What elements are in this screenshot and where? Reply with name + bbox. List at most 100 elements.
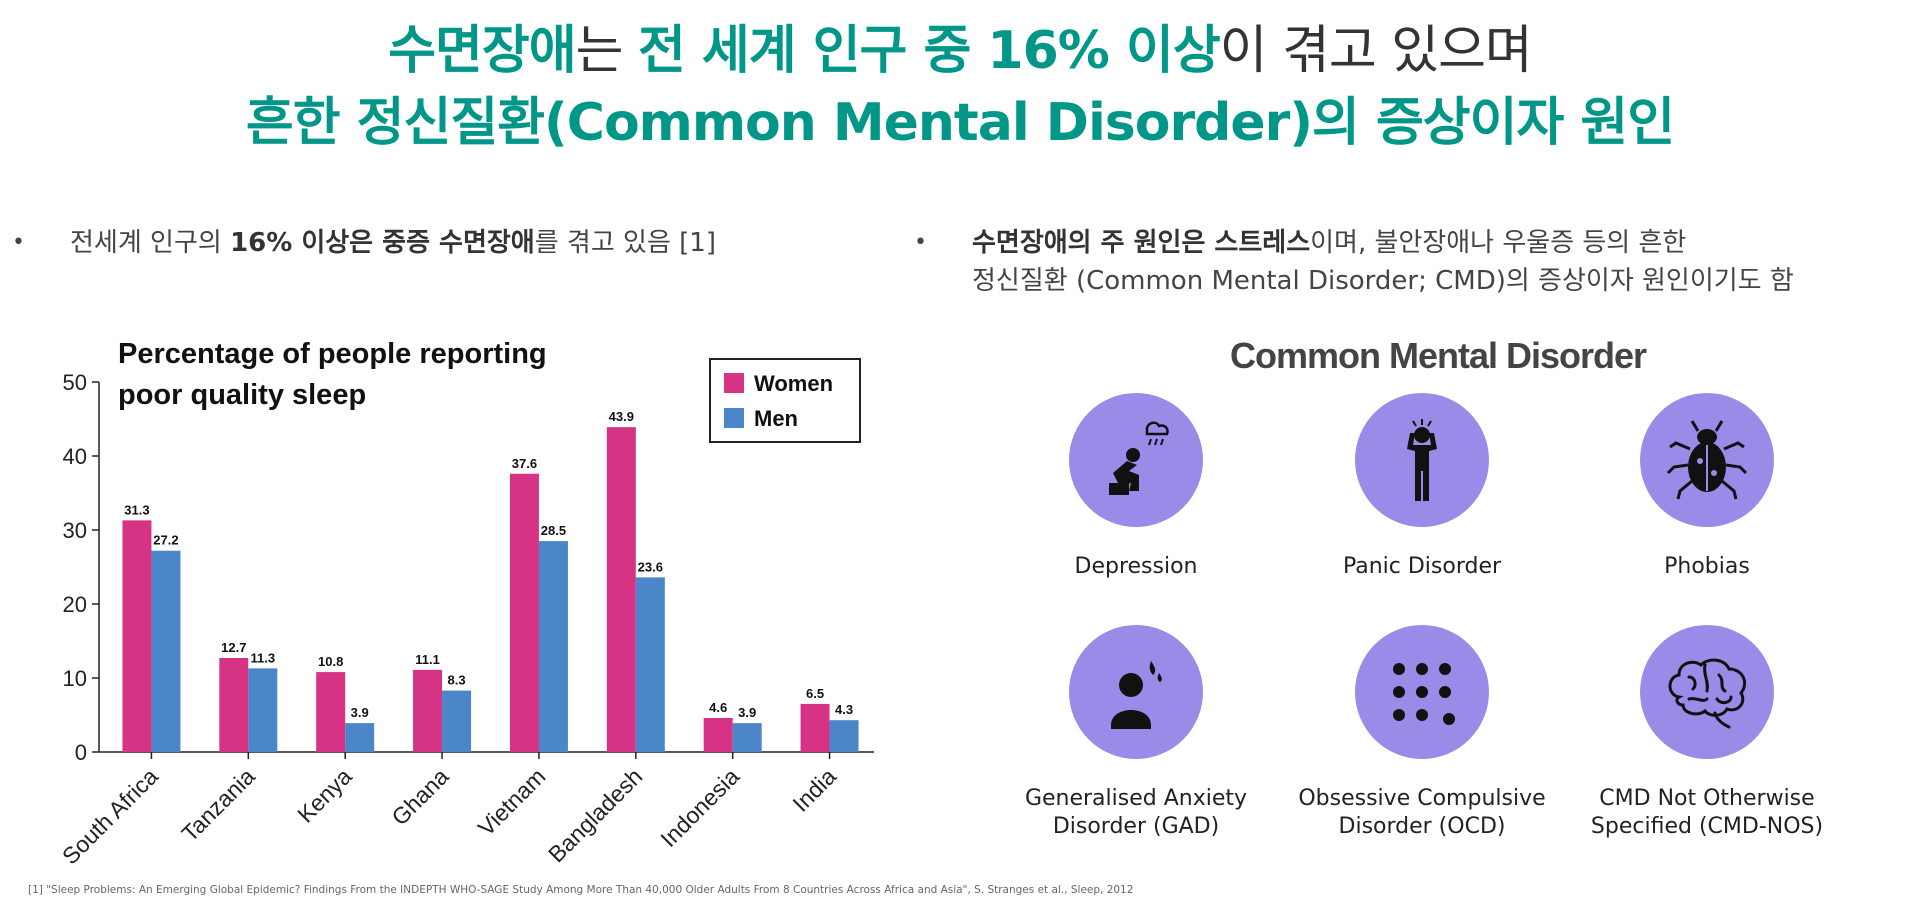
- cmd-label-line1: Generalised Anxiety: [1024, 786, 1248, 811]
- bullet-dot: •: [12, 230, 25, 255]
- cmd-label: Depression: [986, 553, 1286, 581]
- legend-swatch-women: [724, 373, 744, 393]
- cmd-circle: [1069, 625, 1203, 759]
- data-label: 31.3: [124, 502, 149, 517]
- cmd-item-depression: Depression: [986, 393, 1286, 581]
- x-tick-label: Kenya: [292, 763, 357, 828]
- bullet-dot: •: [914, 230, 927, 255]
- bug-icon: [1666, 420, 1748, 500]
- bar-men: [635, 577, 665, 752]
- x-tick-label: India: [787, 763, 841, 817]
- bar-men: [248, 668, 278, 752]
- cmd-item-ocd: Obsessive Compulsive Disorder (OCD): [1272, 625, 1572, 841]
- cmd-label: Obsessive Compulsive Disorder (OCD): [1272, 785, 1572, 841]
- data-label: 3.9: [351, 705, 369, 720]
- data-label: 10.8: [318, 654, 343, 669]
- x-tick-label: Vietnam: [473, 763, 551, 841]
- cmd-circle: [1069, 393, 1203, 527]
- bar-men: [442, 690, 472, 752]
- title-text-1: 는: [575, 21, 638, 81]
- bar-women: [606, 427, 636, 752]
- right-bullet-line2: 정신질환 (Common Mental Disorder; CMD)의 증상이자…: [972, 266, 1794, 296]
- chart-title-line: Percentage of people reporting: [118, 338, 547, 370]
- data-label: 43.9: [609, 409, 634, 424]
- left-bullet-post: 를 겪고 있음 [1]: [534, 228, 716, 258]
- y-tick-label: 50: [63, 370, 87, 395]
- sleep-bar-chart: 0 10 20 30 40 50 Percentage of people reportin…: [57, 338, 874, 869]
- bar-men: [538, 541, 568, 752]
- right-bullet-text: • 수면장애의 주 원인은 스트레스이며, 불안장애나 우울증 등의 흔한 정신…: [914, 224, 1794, 300]
- footnote: [1] "Sleep Problems: An Emerging Global …: [28, 884, 1134, 896]
- cmd-label: CMD Not Otherwise Specified (CMD-NOS): [1557, 785, 1857, 841]
- cmd-title: Common Mental Disorder: [1230, 335, 1647, 376]
- cmd-label-line1: CMD Not Otherwise: [1599, 786, 1815, 811]
- bar-women: [509, 473, 539, 752]
- panic-icon: [1407, 419, 1437, 501]
- x-tick-label: Tanzania: [176, 763, 260, 847]
- data-label: 27.2: [153, 533, 178, 548]
- right-bullet-bold: 수면장애의 주 원인은 스트레스: [972, 228, 1311, 258]
- y-tick-label: 10: [63, 666, 87, 691]
- chart-title-line: poor quality sleep: [118, 379, 366, 411]
- left-bullet-text: • 전세계 인구의 16% 이상은 중증 수면장애를 겪고 있음 [1]: [12, 224, 716, 262]
- cmd-label-line2: Disorder (GAD): [1052, 814, 1220, 839]
- bar-women: [316, 672, 346, 752]
- brain-icon: [1668, 658, 1746, 729]
- right-bullet-post: 이며, 불안장애나 우울증 등의 흔한: [1310, 228, 1687, 258]
- cmd-label-line1: Obsessive Compulsive: [1298, 786, 1546, 811]
- bar-women: [413, 669, 443, 752]
- y-tick-label: 30: [63, 518, 87, 543]
- data-label: 11.3: [251, 650, 276, 665]
- cmd-label-line2: Disorder (OCD): [1338, 814, 1506, 839]
- left-bullet-pre: 전세계 인구의: [70, 228, 231, 258]
- x-tick-label: Ghana: [386, 763, 453, 830]
- data-label: 28.5: [541, 523, 566, 538]
- page-title-line2: 흔한 정신질환(Common Mental Disorder)의 증상이자 원인: [245, 93, 1675, 153]
- title-text-2: 이 겪고 있으며: [1219, 21, 1533, 81]
- bar-women: [122, 520, 152, 752]
- x-tick-label: Indonesia: [655, 763, 744, 852]
- cmd-label-line1: Panic Disorder: [1342, 554, 1502, 579]
- cmd-circle: [1355, 393, 1489, 527]
- legend-label: Women: [754, 371, 833, 396]
- bar-men: [151, 550, 181, 752]
- data-label: 11.1: [415, 652, 440, 667]
- left-bullet-bold: 16% 이상은 중증 수면장애: [230, 228, 535, 258]
- depression-icon: [1109, 421, 1169, 495]
- data-label: 37.6: [512, 456, 537, 471]
- data-label: 6.5: [806, 686, 824, 701]
- data-label: 12.7: [221, 640, 246, 655]
- legend-label: Men: [754, 406, 798, 431]
- cmd-item-panic: Panic Disorder: [1272, 393, 1572, 581]
- cmd-circle: [1355, 625, 1489, 759]
- title-highlight-1: 수면장애: [388, 21, 576, 81]
- cmd-item-cmd-nos: CMD Not Otherwise Specified (CMD-NOS): [1557, 625, 1857, 841]
- title-highlight-2: 전 세계 인구 중 16% 이상: [637, 21, 1221, 81]
- cmd-item-phobias: Phobias: [1557, 393, 1857, 581]
- dots-grid-icon: [1393, 663, 1455, 725]
- data-label: 3.9: [738, 705, 756, 720]
- data-label: 4.6: [709, 700, 727, 715]
- data-label: 4.3: [835, 702, 853, 717]
- bar-men: [732, 723, 762, 752]
- bar-men: [829, 720, 859, 752]
- cmd-circle: [1640, 393, 1774, 527]
- bar-men: [345, 723, 375, 752]
- cmd-item-gad: Generalised Anxiety Disorder (GAD): [986, 625, 1286, 841]
- x-tick-label: South Africa: [57, 763, 163, 869]
- y-tick-label: 0: [75, 740, 87, 765]
- cmd-label-line2: Specified (CMD-NOS): [1590, 814, 1824, 839]
- bar-women: [219, 658, 249, 752]
- cmd-label: Generalised Anxiety Disorder (GAD): [986, 785, 1286, 841]
- cmd-label: Phobias: [1557, 553, 1857, 581]
- bar-women: [703, 717, 733, 752]
- y-tick-label: 20: [63, 592, 87, 617]
- cmd-label-line1: Phobias: [1664, 554, 1750, 579]
- data-label: 8.3: [448, 673, 466, 688]
- y-tick-label: 40: [63, 444, 87, 469]
- legend-swatch-men: [724, 408, 744, 428]
- anxiety-icon: [1111, 661, 1162, 729]
- cmd-label: Panic Disorder: [1272, 553, 1572, 581]
- cmd-label-line1: Depression: [1074, 554, 1198, 579]
- x-tick-label: Bangladesh: [543, 763, 647, 867]
